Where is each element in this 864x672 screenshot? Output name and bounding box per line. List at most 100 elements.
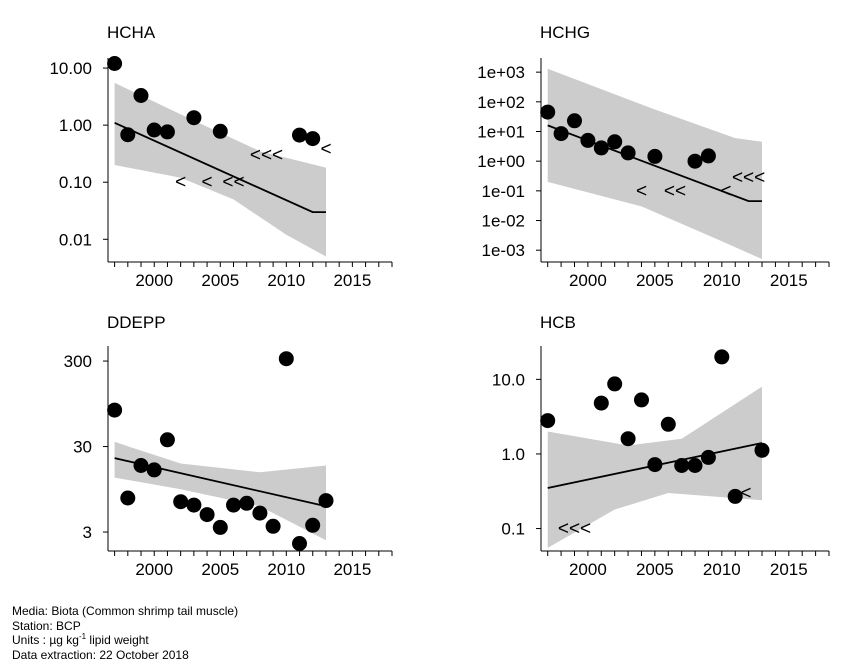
panel-hchg-data-point <box>687 153 703 169</box>
panel-hcha-data-point <box>107 56 123 71</box>
panel-ddepp-x-tick-label: 2005 <box>201 560 239 579</box>
panel-hcha-x-tick-label: 2015 <box>333 271 371 290</box>
panel-hchg-x-tick-label: 2000 <box>569 271 607 290</box>
units-exponent: -1 <box>78 632 87 641</box>
panel-hcha-x-tick-label: 2010 <box>267 271 305 290</box>
panel-hcha-data-point <box>120 127 136 143</box>
panel-hcb-data-point <box>540 413 556 429</box>
panel-hcb-data-point <box>607 376 623 392</box>
panel-hchg-data-point <box>607 134 623 150</box>
panel-hcb-x-tick-label: 2000 <box>569 560 607 579</box>
panel-hcha-y-tick-label: 0.01 <box>59 230 92 249</box>
panel-hcha-less-than-marker: < <box>320 139 331 160</box>
panel-hcb-data-point <box>634 392 649 408</box>
panel-hcha-data-point <box>212 123 228 139</box>
panel-hcha-x-tick-label: 2000 <box>135 271 173 290</box>
panel-hcha-less-than-marker: <<< <box>250 145 283 166</box>
panel-hchg-less-than-marker: << <box>664 181 686 202</box>
panel-hchg-data-point <box>647 148 663 164</box>
panel-hchg-y-tick-label: 1e-02 <box>482 212 525 231</box>
panel-ddepp-y-tick-label: 3 <box>83 523 92 542</box>
panel-hchg-y-tick-label: 1e-01 <box>482 182 525 201</box>
panel-hchg-x-tick-label: 2015 <box>770 271 808 290</box>
panel-ddepp-y-tick-label: 30 <box>73 438 92 457</box>
units-suffix: lipid weight <box>86 633 149 647</box>
panel-hchg-x-tick-label: 2005 <box>636 271 674 290</box>
footer-units: Units : µg kg-1 lipid weight <box>12 633 238 648</box>
panel-hcb-x-tick-label: 2005 <box>636 560 674 579</box>
panel-ddepp-x-tick-label: 2010 <box>267 560 305 579</box>
panel-ddepp-x-tick-label: 2000 <box>135 560 173 579</box>
panel-ddepp-data-point <box>120 490 136 506</box>
panel-ddepp-data-point <box>305 517 321 533</box>
panel-ddepp-data-point <box>199 507 215 523</box>
panel-ddepp-y-tick-label: 300 <box>64 352 92 371</box>
panel-hcb-data-point <box>620 431 636 447</box>
panel-ddepp-data-point <box>265 518 281 534</box>
footer-extraction: Data extraction: 22 October 2018 <box>12 647 189 662</box>
panel-hcha-data-point <box>159 124 175 140</box>
footer-media: Media: Biota (Common shrimp tail muscle) <box>12 604 239 618</box>
panel-hchg-y-tick-label: 1e-03 <box>482 241 525 260</box>
panel-hcha-x-tick-label: 2005 <box>201 271 239 290</box>
panel-hcha-less-than-marker: < <box>202 172 213 193</box>
panel-hcb-data-point <box>714 349 730 365</box>
panel-ddepp-title: DDEPP <box>107 313 166 332</box>
units-prefix: Units : µg kg <box>12 633 79 647</box>
panel-ddepp-data-point <box>173 494 189 510</box>
panel-hcha-y-tick-label: 0.10 <box>59 173 92 192</box>
footer-notes: Media: Biota (Common shrimp tail muscle)… <box>12 604 238 662</box>
panel-hcb-x-tick-label: 2015 <box>770 560 808 579</box>
footer-station: Station: BCP <box>12 618 81 633</box>
panel-hcha-data-point <box>305 131 321 147</box>
panel-hcb-data-point <box>593 395 609 411</box>
panel-hcha-data-point <box>186 110 202 126</box>
panel-hchg-data-point <box>553 126 569 142</box>
panel-hcb-less-than-marker: < <box>740 483 751 504</box>
panel-hchg-less-than-marker: < <box>720 181 731 202</box>
panel-hcha-title: HCHA <box>107 23 156 42</box>
panel-hchg-data-point <box>567 113 582 129</box>
panel-ddepp-data-point <box>133 458 149 473</box>
panel-hcb-less-than-marker: <<< <box>558 519 591 540</box>
panel-hchg-title: HCHG <box>540 23 590 42</box>
panel-hcha-data-point <box>146 122 162 138</box>
panel-hcha-y-tick-label: 10.00 <box>49 59 92 78</box>
panel-ddepp-data-point <box>159 432 175 448</box>
panel-hcb-data-point <box>647 457 663 473</box>
panel-hchg-data-point <box>540 104 556 120</box>
panel-hcha-y-tick-label: 1.00 <box>59 116 92 135</box>
panel-hchg-less-than-marker: < <box>636 181 647 202</box>
panel-ddepp-data-point <box>212 519 228 535</box>
panel-hchg-data-point <box>620 145 636 161</box>
panel-hcb-data-point <box>700 449 716 465</box>
panel-hcb-data-point <box>754 442 770 458</box>
panel-hcha-data-point <box>292 127 307 143</box>
panel-hchg-y-tick-label: 1e+03 <box>477 63 525 82</box>
panel-ddepp-data-point <box>107 402 123 418</box>
panel-ddepp-data-point <box>252 505 268 521</box>
panel-ddepp-data-point <box>186 497 202 513</box>
panel-hchg-y-tick-label: 1e+02 <box>477 93 525 112</box>
panel-hchg-confidence-band <box>547 68 762 260</box>
panel-hchg-trend-line <box>547 124 762 203</box>
panel-ddepp-confidence-band <box>114 441 326 541</box>
panel-ddepp-data-point <box>278 351 294 367</box>
panel-ddepp-data-point <box>146 462 162 478</box>
panel-hcb-data-point <box>727 488 743 504</box>
panel-ddepp-x-tick-label: 2015 <box>333 560 371 579</box>
panel-hcb-data-point <box>674 458 690 473</box>
panel-hcb-y-tick-label: 0.1 <box>501 520 525 539</box>
panel-hchg-data-point <box>700 148 716 164</box>
panel-hcha-data-point <box>133 88 149 103</box>
panel-hchg-less-than-marker: <<< <box>732 168 765 189</box>
panel-hcb-data-point <box>660 416 676 432</box>
panel-ddepp-data-point <box>318 493 334 509</box>
panel-hcha-trend-line <box>114 121 326 214</box>
panel-hcb-x-tick-label: 2010 <box>703 560 741 579</box>
panel-ddepp-data-point <box>292 536 307 551</box>
panel-hcha-less-than-marker: < <box>175 172 186 193</box>
panel-hcha-less-than-marker: << <box>222 172 244 193</box>
panel-hcb-title: HCB <box>540 313 576 332</box>
